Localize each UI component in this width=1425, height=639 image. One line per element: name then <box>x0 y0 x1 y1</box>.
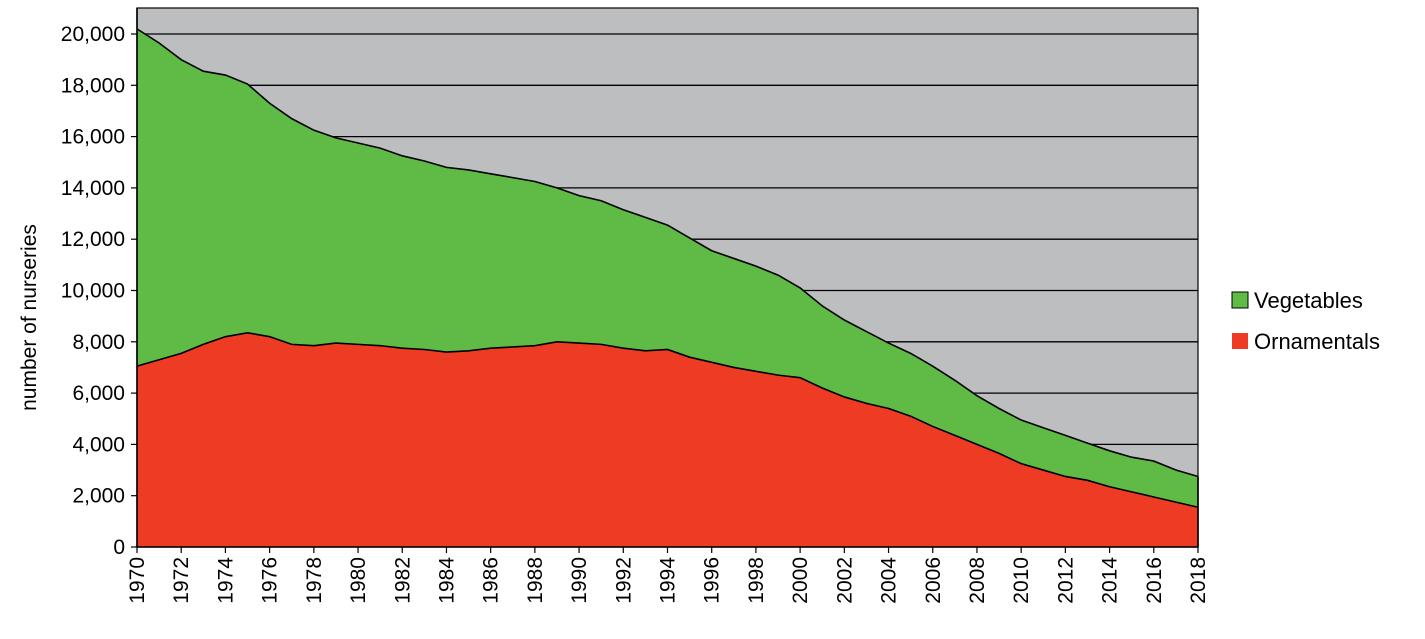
x-tick-label: 1990 <box>568 557 591 604</box>
y-tick-label: 10,000 <box>61 280 125 303</box>
y-tick-label: 2,000 <box>72 485 125 508</box>
x-tick-label: 2004 <box>878 557 901 604</box>
x-tick-label: 1982 <box>391 557 414 604</box>
y-tick-label: 6,000 <box>72 382 125 405</box>
x-tick-label: 2014 <box>1099 557 1122 604</box>
legend-label: Ornamentals <box>1254 329 1380 354</box>
y-tick-label: 18,000 <box>61 74 125 97</box>
x-tick-label: 2016 <box>1143 557 1166 604</box>
x-tick-label: 1974 <box>214 557 237 604</box>
legend-swatch <box>1232 333 1248 349</box>
y-tick-label: 8,000 <box>72 331 125 354</box>
x-tick-label: 1984 <box>435 557 458 604</box>
legend-swatch <box>1231 291 1249 309</box>
y-axis: 0 2,000 4,000 6,000 8,000 10,000 12,000 14,000 1… <box>61 8 138 559</box>
x-tick-label: 1978 <box>303 557 326 604</box>
x-tick-label: 2000 <box>789 557 812 604</box>
x-tick-label: 2012 <box>1054 557 1077 604</box>
legend: Vegetables Ornamentals <box>1231 288 1380 354</box>
series-area-ornamentals <box>137 332 1198 547</box>
x-tick-label: 2018 <box>1187 557 1210 604</box>
x-tick-label: 2008 <box>966 557 989 604</box>
x-tick-label: 1998 <box>745 557 768 604</box>
x-tick-label: 2002 <box>833 557 856 604</box>
x-tick-label: 1976 <box>259 557 282 604</box>
y-tick-label: 0 <box>113 536 125 559</box>
x-tick-label: 1986 <box>480 557 503 604</box>
x-tick-label: 2006 <box>922 557 945 604</box>
series-line-vegetables <box>136 28 1199 478</box>
x-tick-label: 1996 <box>701 557 724 604</box>
y-axis-title: number of nurseries <box>18 224 41 411</box>
legend-label: Vegetables <box>1254 288 1363 313</box>
x-tick-label: 1992 <box>612 557 635 604</box>
x-tick-label: 1972 <box>170 557 193 604</box>
x-axis: 1970 1972 1974 1976 1978 1980 1982 1984 1986 1988… <box>126 546 1210 604</box>
x-tick-label: 1980 <box>347 557 370 604</box>
x-tick-label: 2010 <box>1010 557 1033 604</box>
x-tick-label: 1994 <box>657 557 680 604</box>
x-tick-label: 1988 <box>524 557 547 604</box>
x-tick-label: 1970 <box>126 557 149 604</box>
series-line-ornamentals <box>136 332 1199 509</box>
y-tick-label: 20,000 <box>61 23 125 46</box>
y-tick-label: 16,000 <box>61 126 125 149</box>
y-tick-label: 12,000 <box>61 228 125 251</box>
series-area-vegetables <box>137 28 1198 508</box>
y-tick-label: 4,000 <box>72 433 125 456</box>
y-tick-label: 14,000 <box>61 177 125 200</box>
